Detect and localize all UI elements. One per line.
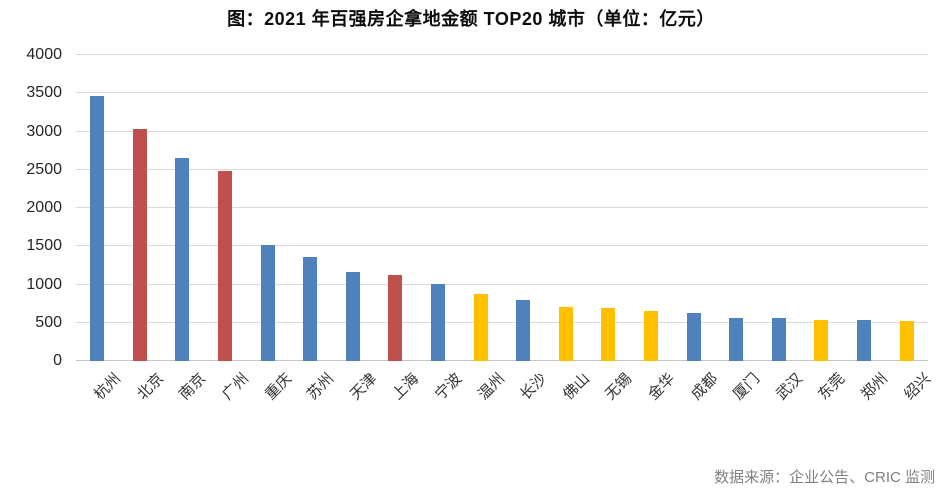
y-tick-label: 1000: [26, 275, 62, 293]
x-tick-label: 温州: [474, 370, 508, 404]
bar-苏州: [303, 256, 318, 361]
bar-长沙: [516, 299, 531, 361]
x-tick-label: 成都: [687, 370, 721, 404]
x-tick-label: 南京: [176, 370, 210, 404]
gridline: [76, 245, 928, 247]
x-tick-label: 天津: [346, 370, 381, 404]
x-axis-line: [76, 360, 928, 361]
y-tick-label: 2000: [26, 199, 62, 216]
bar-北京: [132, 129, 147, 361]
y-tick-label: 0: [53, 352, 62, 369]
bar-slot: 苏州: [289, 55, 337, 403]
x-tick-label: 厦门: [730, 370, 764, 404]
bar-厦门: [729, 317, 744, 361]
x-tick-label: 宁波: [431, 370, 466, 404]
bar-上海: [388, 275, 403, 361]
bar-slot: 佛山: [545, 55, 593, 403]
chart-title: 图：2021 年百强房企拿地金额 TOP20 城市（单位：亿元）: [227, 9, 715, 29]
bar-slot: 广州: [204, 55, 252, 403]
bar-slot: 北京: [119, 55, 167, 403]
bar-温州: [473, 294, 488, 361]
gridline: [76, 130, 928, 132]
x-tick-label: 长沙: [517, 370, 551, 404]
bar-slot: 金华: [630, 55, 678, 403]
gridline: [76, 321, 928, 323]
x-tick-label: 佛山: [559, 370, 593, 404]
gridline: [76, 283, 928, 285]
x-tick-label: 郑州: [857, 370, 892, 404]
bar-slot: 郑州: [843, 55, 891, 403]
bar-东莞: [814, 320, 829, 361]
y-tick-label: 500: [35, 313, 62, 331]
bar-广州: [218, 170, 233, 361]
bar-成都: [686, 313, 701, 361]
bar-slot: 东莞: [800, 55, 849, 403]
x-tick-label: 绍兴: [900, 370, 934, 404]
x-tick-label: 金华: [644, 370, 679, 404]
bar-slot: 成都: [672, 55, 721, 403]
data-source-note: 数据来源：企业公告、CRIC 监测: [714, 469, 935, 486]
y-axis: 0 500 1000 1500 2000 2500 3000 3500 4000: [0, 46, 68, 369]
bar-绍兴: [899, 321, 914, 361]
bar-重庆: [260, 244, 275, 361]
x-tick-label: 苏州: [304, 370, 338, 404]
bar-slot: 宁波: [417, 55, 465, 403]
bar-杭州: [90, 96, 105, 361]
bar-无锡: [601, 307, 616, 361]
x-tick-label: 杭州: [91, 370, 125, 404]
bar-武汉: [771, 318, 786, 361]
gridline: [76, 168, 928, 170]
x-tick-label: 东莞: [815, 370, 849, 404]
y-tick-label: 4000: [26, 46, 62, 63]
bars-row: 杭州 北京 南京 广州 重庆 苏州 天津 上海 宁波 温州 长沙 佛山 无锡 金华 成都 厦门 武汉 东莞 郑州 绍兴: [76, 55, 934, 403]
bar-slot: 温州: [459, 55, 508, 403]
bar-slot: 重庆: [246, 55, 295, 403]
bar-slot: 天津: [332, 55, 380, 403]
bar-金华: [644, 310, 659, 361]
gridline: [76, 92, 928, 94]
bar-郑州: [856, 320, 871, 361]
y-tick-label: 2500: [26, 160, 62, 178]
gridline: [76, 207, 928, 208]
y-tick-label: 3000: [26, 122, 62, 140]
bar-slot: 绍兴: [885, 55, 934, 403]
plot-area: 杭州 北京 南京 广州 重庆 苏州 天津 上海 宁波 温州 长沙 佛山 无锡 金华 成都 厦门 武汉 东莞 郑州 绍兴: [76, 54, 934, 403]
x-tick-label: 重庆: [261, 370, 295, 404]
bar-佛山: [558, 307, 573, 361]
x-tick-label: 广州: [218, 370, 253, 404]
gridline: [76, 54, 928, 55]
bar-slot: 杭州: [76, 55, 124, 403]
y-tick-label: 3500: [26, 84, 62, 102]
x-tick-label: 北京: [133, 370, 168, 404]
bar-宁波: [431, 283, 446, 361]
bar-slot: 上海: [374, 55, 423, 403]
bar-天津: [345, 271, 360, 361]
y-tick-label: 1500: [26, 237, 62, 255]
bar-slot: 无锡: [587, 55, 636, 403]
x-tick-label: 上海: [389, 370, 423, 404]
bar-slot: 武汉: [758, 55, 806, 403]
bar-slot: 南京: [161, 55, 210, 403]
x-tick-label: 无锡: [602, 370, 636, 404]
bar-slot: 厦门: [715, 55, 763, 403]
x-tick-label: 武汉: [772, 370, 806, 404]
bar-南京: [175, 157, 190, 361]
bar-slot: 长沙: [502, 55, 550, 403]
